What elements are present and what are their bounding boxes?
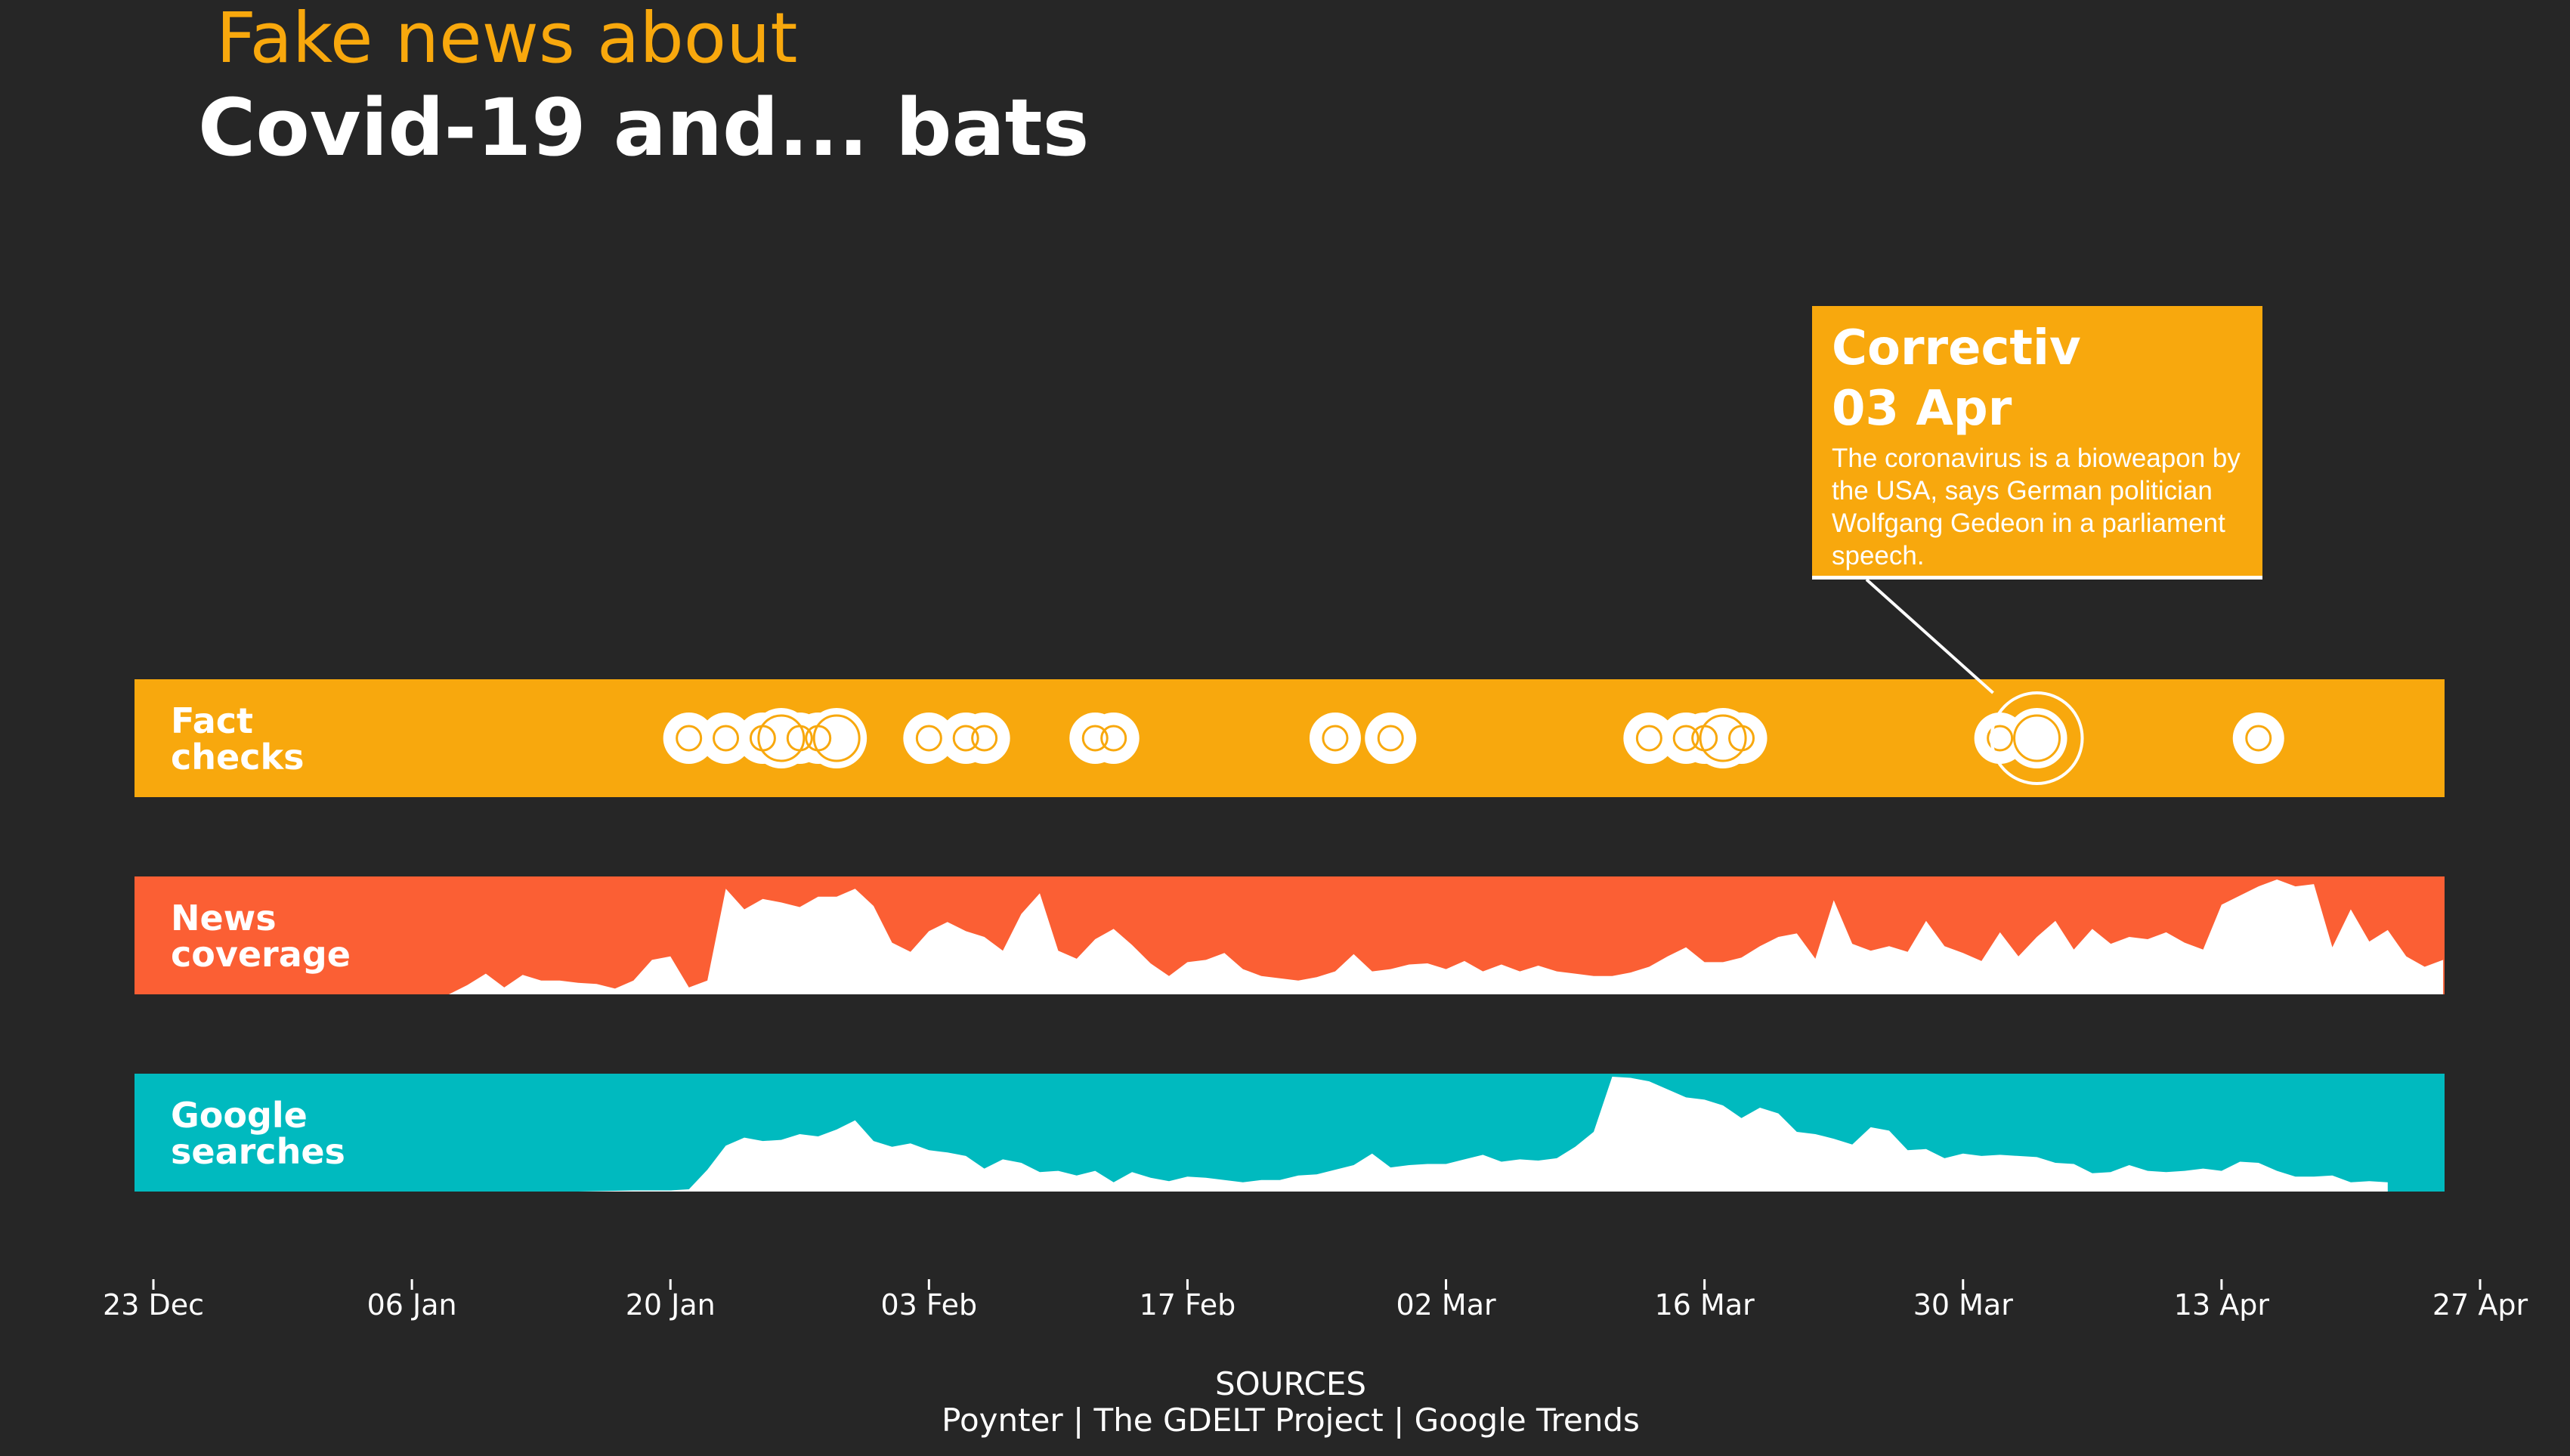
tooltip-org: Correctiv [1832,320,2081,376]
fact-check-ring-19 [1728,725,1755,752]
fact-check-tooltip: Correctiv 03 Apr The coronavirus is a bi… [1812,306,2262,580]
fact-check-ring-11 [1081,725,1109,752]
fact-check-ring-22 [2245,725,2272,752]
fact-check-ring-1 [676,725,703,752]
fact-check-ring-8 [915,725,942,752]
x-tick-label-5: 17 Feb [1140,1288,1236,1322]
fact-check-highlight-ring [1990,691,2084,785]
x-tick-label-2: 06 Jan [367,1288,457,1322]
x-tick-label-1: 23 Dec [103,1288,204,1322]
fact-check-ring-10 [971,725,998,752]
fact-check-ring-2 [713,725,740,752]
fact-check-dot-19 [1715,713,1767,764]
x-tick-label-10: 27 Apr [2432,1288,2528,1322]
fact-check-ring-18 [1699,714,1747,762]
fact-check-dot-14 [1365,713,1417,764]
x-tick-label-4: 03 Feb [880,1288,977,1322]
fact-check-dot-2 [700,713,752,764]
chart-title: Covid-19 and... bats [198,82,1090,174]
news-coverage-label-line2: coverage [171,934,351,975]
x-tick-label-9: 13 Apr [2174,1288,2270,1322]
fact-check-dot-8 [903,713,955,764]
tooltip-date: 03 Apr [1832,381,2012,437]
fact-check-ring-4 [757,714,806,762]
fact-checks-label-line2: checks [171,737,304,777]
sources-list: Poynter | The GDELT Project | Google Tre… [942,1402,1640,1439]
fact-check-dot-22 [2232,713,2284,764]
sources-heading: SOURCES [1214,1365,1367,1402]
news-coverage-label-line1: News [171,898,277,938]
fact-check-ring-16 [1672,725,1699,752]
fact-check-ring-5 [786,725,813,752]
chart-subtitle: Fake news about [216,0,798,79]
fact-checks-label-line1: Fact [171,700,253,741]
sources-footer: SOURCES Poynter | The GDELT Project | Go… [0,1366,2570,1439]
x-tick-label-8: 30 Mar [1913,1288,2014,1322]
fact-check-dot-7 [806,708,867,768]
tooltip-connector [1865,578,1994,694]
fact-check-ring-13 [1322,725,1349,752]
fact-check-dot-21 [2006,708,2067,768]
fact-check-ring-20 [1987,725,2014,752]
fact-check-dot-1 [663,713,715,764]
x-tick-label-6: 02 Mar [1396,1288,1496,1322]
fact-check-ring-9 [952,725,979,752]
fact-check-dot-13 [1309,713,1361,764]
fact-check-ring-14 [1377,725,1404,752]
fact-check-dot-12 [1087,713,1140,764]
google-searches-label-line2: searches [171,1131,345,1172]
x-tick-label-7: 16 Mar [1655,1288,1755,1322]
x-tick-label-3: 20 Jan [626,1288,716,1322]
tooltip-text: The coronavirus is a bioweapon by the US… [1832,444,2241,570]
news-coverage-area [412,879,2444,994]
fact-check-ring-15 [1635,725,1662,752]
fact-checks-band [135,679,2445,797]
fact-check-ring-12 [1100,725,1127,752]
fact-check-dot-10 [958,713,1010,764]
google-searches-area [578,1077,2388,1192]
fact-check-dot-15 [1623,713,1675,764]
fact-check-ring-7 [812,714,861,762]
google-searches-label-line1: Google [171,1095,308,1136]
fact-check-ring-21 [2013,714,2061,762]
